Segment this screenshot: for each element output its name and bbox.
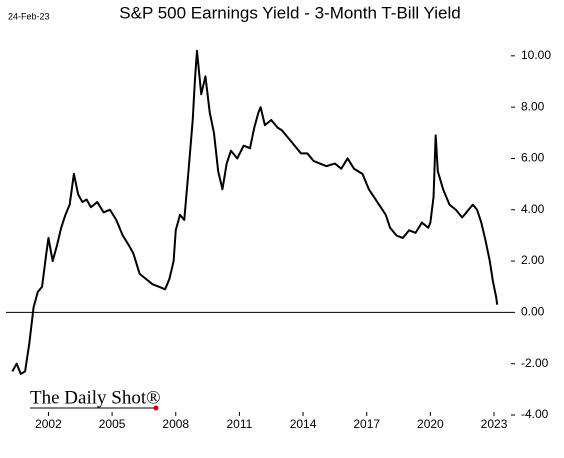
y-tick-label: 10.00 (521, 48, 551, 62)
x-tick-label: 2008 (162, 417, 189, 431)
watermark-dot (153, 405, 159, 411)
y-tick-label: 2.00 (521, 253, 545, 267)
y-tick-label: 6.00 (521, 151, 545, 165)
x-tick-label: 2002 (35, 417, 62, 431)
x-tick-label: 2017 (353, 417, 380, 431)
series-line (11, 49, 499, 375)
x-tick-label: 2020 (417, 417, 444, 431)
y-tick-label: -4.00 (521, 407, 549, 421)
chart-title: S&P 500 Earnings Yield - 3-Month T-Bill … (119, 3, 460, 22)
y-tick-label: 0.00 (521, 305, 545, 319)
y-tick-label: -2.00 (521, 356, 549, 370)
x-tick-label: 2005 (99, 417, 126, 431)
date-label: 24-Feb-23 (8, 11, 50, 21)
source-watermark: The Daily Shot® (30, 387, 161, 408)
x-tick-label: 2011 (226, 417, 252, 431)
y-tick-label: 8.00 (521, 99, 545, 113)
x-tick-label: 2014 (290, 417, 317, 431)
y-tick-label: 4.00 (521, 202, 545, 216)
x-tick-label: 2023 (481, 417, 508, 431)
